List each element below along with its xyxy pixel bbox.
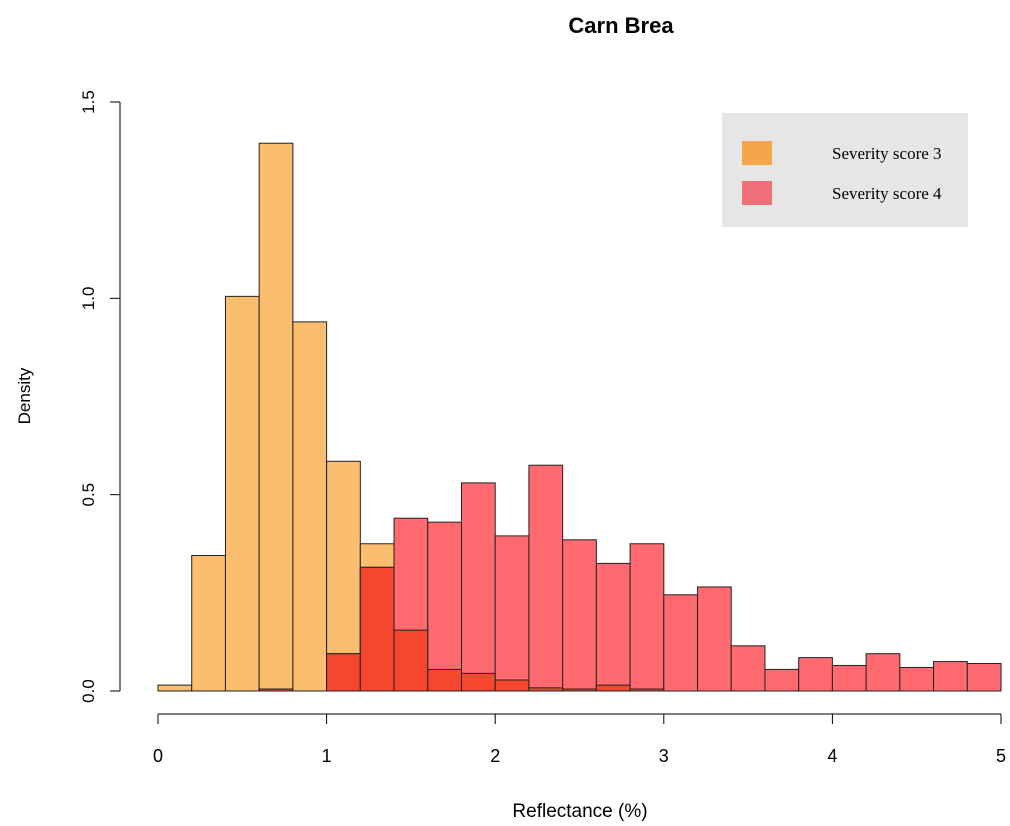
x-tick-label: 1 xyxy=(322,746,332,766)
bar-severity-4 xyxy=(899,666,935,692)
bar-overlap xyxy=(460,672,496,692)
bar-severity-3 xyxy=(157,684,193,692)
chart-title: Carn Brea xyxy=(568,13,674,38)
bar-severity-4 xyxy=(528,464,564,692)
bar-overlap xyxy=(258,688,294,692)
bar-overlap xyxy=(629,688,665,692)
bar-severity-3 xyxy=(224,295,260,692)
x-axis-label: Reflectance (%) xyxy=(512,801,647,822)
bar-overlap xyxy=(528,687,564,692)
x-tick-label: 0 xyxy=(153,746,163,766)
bar-severity-4 xyxy=(933,661,968,692)
x-tick-label: 4 xyxy=(827,746,837,766)
bar-severity-4 xyxy=(663,594,699,692)
bar-severity-4 xyxy=(764,668,800,692)
bar-severity-4 xyxy=(730,645,766,692)
bar-overlap xyxy=(595,684,631,692)
bar-overlap xyxy=(427,668,462,692)
bar-severity-4 xyxy=(831,664,867,692)
bar-overlap xyxy=(393,629,429,692)
x-tick-label: 2 xyxy=(490,746,500,766)
bar-severity-3 xyxy=(258,142,294,692)
y-tick-label: 0.5 xyxy=(79,483,98,507)
x-axis: 0 1 2 3 4 5 xyxy=(153,713,1006,766)
legend: Severity score 3 Severity score 4 xyxy=(722,113,968,227)
y-axis-label: Density xyxy=(15,367,34,424)
bar-severity-3 xyxy=(292,321,328,692)
bar-severity-4 xyxy=(629,543,665,692)
legend-background xyxy=(722,113,968,227)
x-tick-label: 5 xyxy=(996,746,1006,766)
legend-swatch-severity-4 xyxy=(742,181,772,205)
bar-severity-4 xyxy=(562,539,597,692)
bar-severity-4 xyxy=(798,657,833,692)
legend-swatch-severity-3 xyxy=(742,141,772,165)
bar-severity-4 xyxy=(595,562,631,692)
bar-overlap xyxy=(326,653,361,692)
bar-severity-4 xyxy=(494,535,530,692)
legend-label-severity-3: Severity score 3 xyxy=(832,144,942,163)
bar-overlap xyxy=(494,679,530,692)
legend-label-severity-4: Severity score 4 xyxy=(832,184,942,203)
y-tick-label: 1.5 xyxy=(79,90,98,114)
y-tick-label: 0.0 xyxy=(79,679,98,703)
bar-overlap xyxy=(562,688,597,692)
bar-overlap xyxy=(359,566,395,692)
bar-severity-4 xyxy=(460,482,496,692)
series-severity-4-bars xyxy=(258,464,1002,692)
bar-severity-4 xyxy=(966,663,1002,692)
bar-severity-3 xyxy=(326,460,361,692)
overlap-bars xyxy=(258,566,665,692)
bar-severity-4 xyxy=(697,586,732,692)
bar-severity-3 xyxy=(191,555,226,692)
y-axis: 0.0 0.5 1.0 1.5 xyxy=(79,90,121,703)
x-tick-label: 3 xyxy=(659,746,669,766)
bar-severity-4 xyxy=(427,521,462,692)
y-tick-label: 1.0 xyxy=(79,287,98,311)
bar-severity-4 xyxy=(865,653,901,692)
